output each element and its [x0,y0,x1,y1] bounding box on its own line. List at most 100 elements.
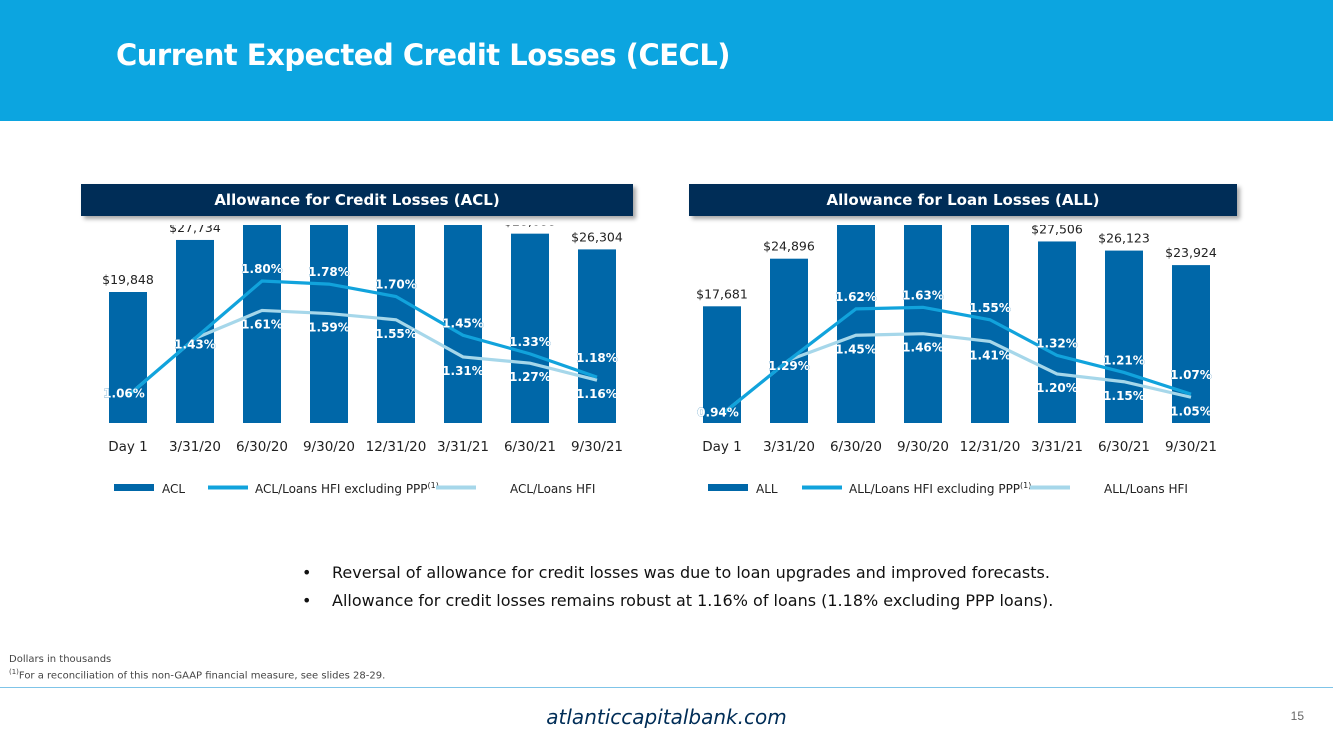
all-excl-ppp-label: 1.55% [969,301,1011,315]
acl-x-tick-label: 6/30/20 [236,439,288,455]
all-x-tick-label: Day 1 [702,439,742,455]
acl-bar [310,193,348,423]
acl-hfi-label: 1.16% [576,387,618,401]
all-chart-svg: $17,681$24,896$31,605$31,894$31,818$27,5… [696,192,1217,496]
all-x-tick-label: 3/31/21 [1031,439,1083,455]
acl-hfi-label: 1.31% [442,364,484,378]
all-bar [837,214,875,423]
acl-hfi-label: 1.61% [241,317,283,331]
bullet-item: Reversal of allowance for credit losses … [302,563,1053,582]
acl-hfi-label: 1.55% [375,327,417,341]
acl-legend-label: ACL [162,482,185,496]
acl-hfi-label: 1.27% [509,370,551,384]
footnote-marker: (1) [9,668,19,676]
acl-bar [377,192,415,423]
acl-excl-ppp-label: 1.78% [308,265,350,279]
acl-legend-swatch [114,484,154,491]
all-hfi-label: 1.45% [835,342,877,356]
acl-x-tick-label: 9/30/21 [571,439,623,455]
acl-excl-ppp-label: 1.45% [442,316,484,330]
acl-x-tick-label: 3/31/21 [437,439,489,455]
all-bar-label: $27,506 [1031,225,1083,236]
all-legend-swatch [708,484,748,491]
all-chart: $17,681$24,896$31,605$31,894$31,818$27,5… [684,192,1244,515]
footer-divider [0,687,1333,688]
all-x-tick-label: 9/30/20 [897,439,949,455]
page-title: Current Expected Credit Losses (CECL) [116,38,731,72]
all-chart-title: Allowance for Loan Losses (ALL) [826,191,1100,209]
acl-bar-label: $27,734 [169,225,221,235]
acl-excl-ppp-label: 1.80% [241,262,283,276]
all-hfi-label: 1.15% [1103,389,1145,403]
all-legend-label: ALL [756,482,778,496]
acl-x-tick-label: 6/30/21 [504,439,556,455]
all-bar [1172,265,1210,423]
footnote-reconciliation-text: For a reconciliation of this non-GAAP fi… [18,670,386,682]
all-bar [770,258,808,423]
all-excl-ppp-label: 1.63% [902,288,944,302]
website-link[interactable]: atlanticcapitalbank.com [546,705,787,729]
all-bar [971,213,1009,423]
acl-excl-ppp-label: 1.70% [375,278,417,292]
footnote-dollars: Dollars in thousands [9,654,112,665]
acl-bar-label: $28,688 [504,225,556,229]
all-x-tick-label: 9/30/21 [1165,439,1217,455]
acl-legend-label: ACL/Loans HFI [510,482,595,496]
acl-line-hfi [126,308,598,397]
all-x-tick-label: 6/30/21 [1098,439,1150,455]
all-hfi-label: 1.05% [1170,404,1212,418]
acl-line-excl-ppp [126,279,598,397]
acl-chart-title: Allowance for Credit Losses (ACL) [214,191,500,209]
bullet-list: Reversal of allowance for credit losses … [302,563,1053,619]
acl-chart-svg: $19,848$27,734$35,085$34,765$34,946$30,1… [102,171,623,496]
all-bar-label: $23,924 [1165,245,1217,260]
acl-bar-label: $26,304 [571,229,623,244]
all-hfi-label: 1.20% [1036,381,1078,395]
all-excl-ppp-label: 1.29% [768,359,810,373]
all-chart-header: Allowance for Loan Losses (ALL) [689,184,1237,216]
all-excl-ppp-label: 1.62% [835,290,877,304]
bullet-item: Allowance for credit losses remains robu… [302,591,1053,610]
all-x-tick-label: 12/31/20 [960,439,1021,455]
all-legend-label: ALL/Loans HFI excluding PPP(1) [849,481,1031,496]
all-bar-label: $26,123 [1098,231,1150,246]
all-x-tick-label: 3/31/20 [763,439,815,455]
all-line-excl-ppp [720,305,1192,416]
all-x-tick-label: 6/30/20 [830,439,882,455]
footnote-reconciliation: (1)For a reconciliation of this non-GAAP… [9,668,385,681]
acl-excl-ppp-label: 1.06% [103,387,145,401]
acl-x-tick-label: 12/31/20 [366,439,427,455]
all-legend: ALL ALL/Loans HFI excluding PPP(1) ALL/Loa… [708,481,1188,496]
acl-excl-ppp-label: 1.18% [576,351,618,365]
acl-bar [243,191,281,423]
acl-legend: ACL ACL/Loans HFI excluding PPP(1) ACL/Loa… [114,481,595,496]
all-bar [1038,241,1076,423]
all-excl-ppp-label: 1.32% [1036,336,1078,350]
acl-bar-label: $19,848 [102,272,154,287]
acl-legend-label: ACL/Loans HFI excluding PPP(1) [255,481,439,496]
all-excl-ppp-label: 1.21% [1103,353,1145,367]
all-excl-ppp-label: 1.07% [1170,368,1212,382]
acl-x-tick-label: Day 1 [108,439,148,455]
acl-bar [444,223,482,423]
all-bar [1105,250,1143,423]
acl-excl-ppp-label: 1.43% [174,337,216,351]
acl-chart: $19,848$27,734$35,085$34,765$34,946$30,1… [90,171,650,515]
all-hfi-label: 1.46% [902,341,944,355]
all-excl-ppp-label: 0.94% [697,405,739,419]
page-number: 15 [1290,709,1304,723]
header-banner [0,0,1333,121]
all-legend-label: ALL/Loans HFI [1104,482,1188,496]
acl-excl-ppp-label: 1.33% [509,335,551,349]
all-hfi-label: 1.41% [969,348,1011,362]
acl-x-tick-label: 9/30/20 [303,439,355,455]
acl-bar [109,292,147,423]
all-bar [904,212,942,423]
acl-bar [578,249,616,423]
acl-x-tick-label: 3/31/20 [169,439,221,455]
acl-hfi-label: 1.59% [308,321,350,335]
acl-bar [511,233,549,423]
acl-chart-header: Allowance for Credit Losses (ACL) [81,184,633,216]
all-bar-label: $17,681 [696,286,748,301]
all-line-hfi [720,332,1192,416]
